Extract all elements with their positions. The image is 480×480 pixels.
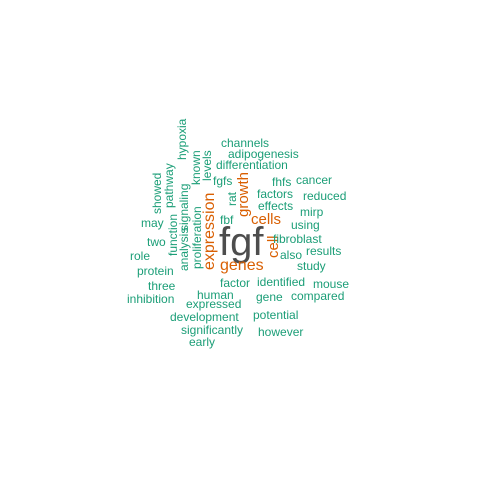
word-differentiation: differentiation	[216, 158, 288, 172]
word-fhfs: fhfs	[272, 175, 292, 189]
word-also: also	[280, 248, 303, 262]
word-three: three	[148, 279, 176, 293]
word-fbf: fbf	[220, 213, 234, 227]
word-fgfs: fgfs	[213, 174, 233, 188]
word-effects: effects	[258, 199, 294, 213]
word-cancer: cancer	[296, 173, 333, 187]
word-mirp: mirp	[300, 205, 324, 219]
word-factors: factors	[257, 187, 294, 201]
word-fgf: fgf	[219, 220, 264, 264]
word-role: role	[130, 249, 151, 263]
word-two: two	[147, 235, 166, 249]
word-protein: protein	[137, 264, 174, 278]
word-expression: expression	[201, 192, 218, 270]
word-study: study	[297, 259, 326, 273]
word-mouse: mouse	[313, 277, 350, 291]
word-analysis: analysis	[177, 227, 191, 271]
word-however: however	[258, 325, 304, 339]
word-genes: genes	[220, 257, 264, 274]
word-early: early	[189, 335, 216, 349]
word-gene: gene	[256, 290, 283, 304]
word-results: results	[306, 244, 342, 258]
word-levels: levels	[200, 150, 214, 181]
word-adipogenesis: adipogenesis	[228, 147, 299, 161]
word-factor: factor	[220, 276, 251, 290]
word-human: human	[197, 288, 234, 302]
word-compared: compared	[291, 289, 345, 303]
word-cells: cells	[251, 211, 282, 228]
word-development: development	[170, 310, 239, 324]
word-channels: channels	[221, 136, 270, 150]
word-potential: potential	[253, 308, 299, 322]
word-pathway: pathway	[162, 163, 176, 208]
word-hypoxia: hypoxia	[175, 118, 189, 160]
word-may: may	[141, 216, 164, 230]
word-rat: rat	[225, 191, 239, 206]
word-fibroblast: fibroblast	[273, 232, 322, 246]
word-significantly: significantly	[181, 323, 244, 337]
word-identified: identified	[257, 275, 306, 289]
word-inhibition: inhibition	[127, 292, 175, 306]
word-reduced: reduced	[303, 189, 347, 203]
word-expressed: expressed	[186, 297, 242, 311]
word-using: using	[291, 218, 320, 232]
word-proliferation: proliferation	[190, 206, 204, 269]
